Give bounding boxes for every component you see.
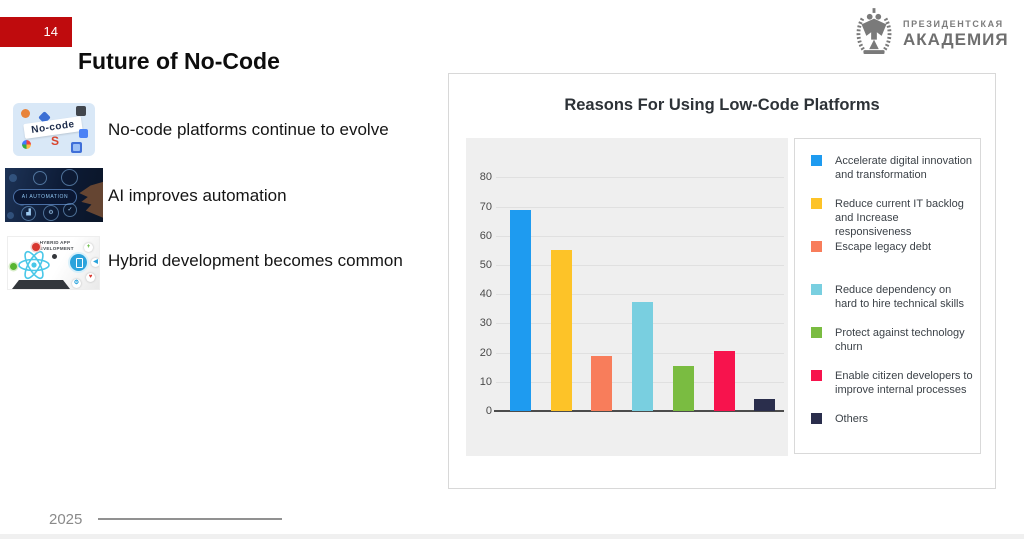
eagle-emblem-icon (853, 6, 895, 63)
blue-app-icon (79, 129, 88, 138)
y-axis-tick-label: 10 (479, 375, 492, 388)
logo-text: ПРЕЗИДЕНТСКАЯ АКАДЕМИЯ (903, 19, 1009, 50)
logo-line2: АКАДЕМИЯ (903, 29, 1009, 49)
phone-circle-icon (70, 254, 87, 271)
legend-swatch (811, 284, 822, 295)
bar (550, 250, 572, 411)
gridline (496, 206, 784, 208)
heart-circle-icon: ♥ (86, 273, 95, 282)
legend-label: Others (835, 413, 869, 425)
page-number-badge: 14 (0, 17, 72, 47)
legend-label: Reduce dependency on hard to hire techni… (835, 284, 965, 310)
legend-swatch (811, 327, 822, 338)
gridline (496, 177, 784, 179)
chart-circle-icon: ▟ (21, 206, 36, 221)
y-axis-tick-label: 70 (479, 200, 492, 213)
bar (510, 209, 531, 411)
page-title: Future of No-Code (78, 48, 280, 74)
legend-label: Accelerate digital innovation and transf… (835, 155, 972, 181)
legend-swatch (811, 198, 822, 209)
plus-circle-icon: + (84, 243, 93, 252)
multicolor-app-icon (22, 140, 31, 149)
bullet-label-no-code: No-code platforms continue to evolve (108, 120, 389, 139)
legend-item: Enable citizen developers to improve int… (811, 369, 974, 397)
chart-title: Reasons For Using Low-Code Platforms (564, 96, 880, 114)
legend-item: Others (811, 412, 974, 426)
gridline (496, 265, 784, 266)
ai-automation-button: AI AUTOMATION (13, 189, 77, 205)
legend-label: Enable citizen developers to improve int… (835, 370, 973, 396)
bar (713, 351, 735, 411)
legend-label: Protect against technology churn (835, 327, 965, 353)
logo-line1: ПРЕЗИДЕНТСКАЯ (903, 18, 1004, 29)
legend-swatch (811, 155, 822, 166)
bar (632, 301, 654, 411)
table-app-icon (71, 142, 82, 153)
bar (754, 399, 776, 411)
legend-label: Reduce current IT backlog and Increase r… (835, 198, 964, 238)
thumbnail-no-code-collage: No-code S (13, 103, 95, 156)
chart-card: Reasons For Using Low-Code Platforms 0 10… (448, 73, 996, 489)
green-dot-icon (10, 263, 17, 270)
chart-legend: Accelerate digital innovation and transf… (794, 138, 981, 454)
y-axis-tick-label: 60 (479, 229, 492, 242)
react-atom-icon (16, 249, 52, 286)
legend-item: Accelerate digital innovation and transf… (811, 154, 974, 182)
grid-app-icon (76, 106, 86, 116)
bokeh-dot (9, 174, 17, 182)
footer-strip (0, 534, 1024, 539)
footer-divider-line (98, 518, 282, 520)
gears-circle-icon: ⚙ (43, 205, 59, 221)
y-axis-tick-label: 20 (479, 346, 492, 359)
y-axis-tick-label: 80 (479, 171, 492, 184)
bar (591, 355, 613, 411)
chart-plot: 0 10 20 30 40 50 60 70 80 (466, 138, 788, 456)
gear-small-circle-icon: ⚙ (72, 279, 81, 288)
gear-circle-icon (61, 169, 78, 186)
y-axis-tick-label: 50 (479, 259, 492, 271)
hand-photo (79, 181, 103, 219)
legend-swatch (811, 370, 822, 381)
orange-app-icon (21, 109, 30, 118)
hybrid-app-heading: HYBRID APP DEVELOPMENT (36, 240, 74, 251)
red-dot-icon (32, 243, 40, 251)
legend-item: Escape legacy debt (811, 240, 974, 254)
legend-label: Escape legacy debt (835, 241, 932, 253)
tablet-silhouette (12, 280, 70, 289)
academy-logo: ПРЕЗИДЕНТСКАЯ АКАДЕМИЯ (853, 6, 1013, 62)
legend-swatch (811, 241, 822, 252)
bar (672, 365, 694, 411)
legend-item: Reduce dependency on hard to hire techni… (811, 283, 974, 311)
dark-dot-icon (52, 254, 57, 259)
x-axis-line (494, 410, 784, 412)
legend-item: Protect against technology churn (811, 326, 974, 354)
y-axis-tick-label: 0 (485, 405, 492, 417)
cloud-circle-icon (33, 171, 47, 185)
bokeh-dot (7, 212, 14, 219)
s-logo-icon: S (51, 134, 60, 148)
footer-year: 2025 (49, 511, 83, 528)
speaker-circle-icon: ◀ (91, 258, 99, 267)
legend-item: Reduce current IT backlog and Increase r… (811, 197, 974, 239)
check-circle-icon: ✓ (63, 203, 77, 217)
bullet-label-ai: AI improves automation (108, 186, 287, 205)
y-axis-tick-label: 30 (479, 317, 492, 330)
bullet-label-hybrid: Hybrid development becomes common (108, 251, 403, 270)
legend-swatch (811, 413, 822, 424)
thumbnail-hybrid-app-illustration: HYBRID APP DEVELOPMENT + ◀ ♥ ⚙ (7, 236, 100, 290)
y-axis-tick-label: 40 (479, 288, 492, 301)
gridline (496, 235, 784, 237)
thumbnail-ai-automation-photo: AI AUTOMATION ▟ ⚙ ✓ (5, 168, 103, 222)
gridline (496, 294, 784, 296)
